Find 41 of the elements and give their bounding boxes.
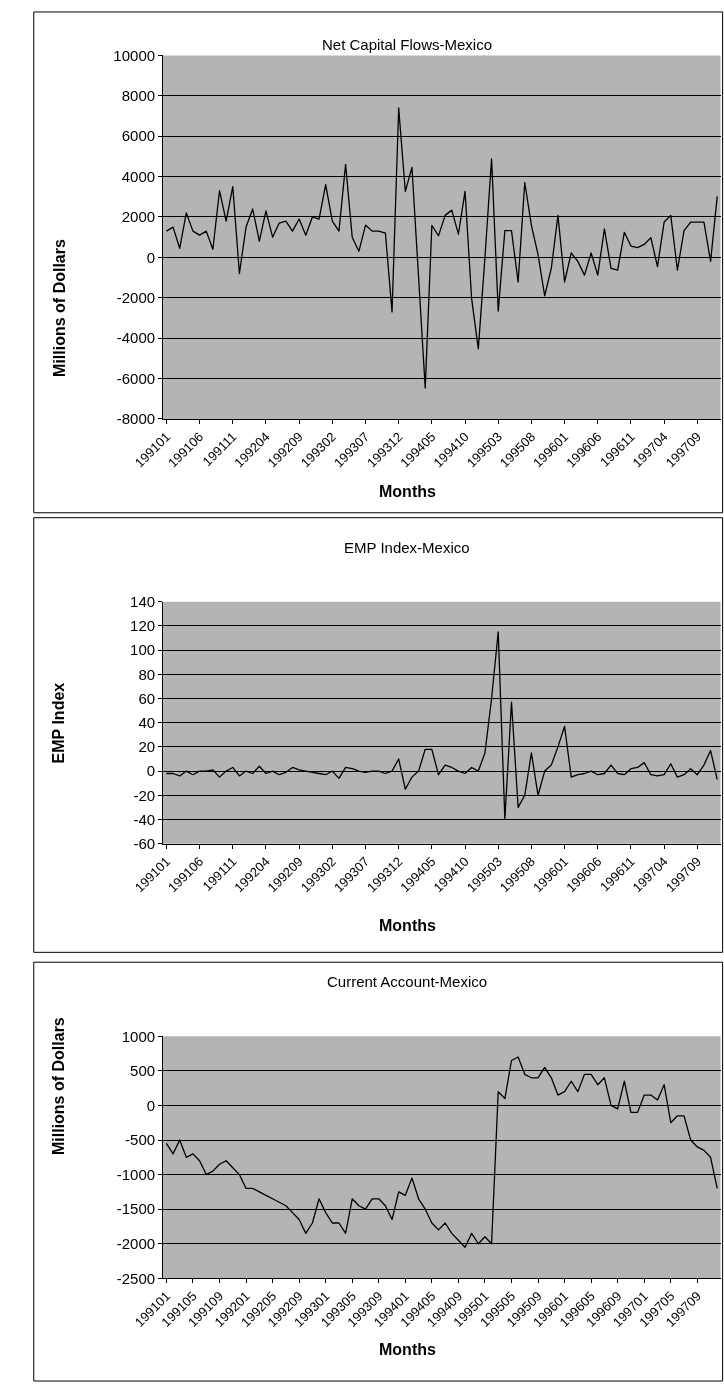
chart-title: Current Account-Mexico — [327, 973, 488, 990]
y-tick-label: 500 — [130, 1062, 156, 1080]
x-axis-title: Months — [379, 483, 436, 500]
y-tick-label: 0 — [146, 762, 156, 780]
y-axis-title: Millions of Dollars — [50, 1017, 68, 1156]
y-tick-label: 4000 — [121, 167, 156, 185]
y-tick-label: -8000 — [116, 410, 156, 428]
y-tick-label: 10000 — [113, 46, 156, 64]
y-tick-label: -1000 — [116, 1165, 156, 1183]
y-tick-label: 140 — [130, 592, 156, 610]
y-tick-label: 20 — [138, 738, 156, 756]
y-tick-label: 40 — [138, 713, 156, 731]
y-tick-label: 60 — [138, 689, 156, 707]
chart-title: Net Capital Flows-Mexico — [322, 36, 493, 53]
y-tick-label: -40 — [133, 810, 156, 828]
y-tick-label: 8000 — [121, 87, 156, 105]
y-tick-label: 6000 — [121, 127, 156, 145]
y-tick-label: -60 — [133, 834, 156, 852]
y-tick-label: -2000 — [116, 1234, 156, 1252]
y-tick-label: -4000 — [116, 329, 156, 347]
y-tick-label: 2000 — [121, 208, 156, 226]
line-series — [165, 107, 718, 389]
y-tick-label: -20 — [133, 786, 156, 804]
y-tick-label: 120 — [130, 617, 156, 635]
y-axis-title: Millions of Dollars — [50, 239, 68, 377]
y-tick-label: -2000 — [116, 289, 156, 307]
x-axis-title: Months — [379, 917, 436, 934]
y-tick-label: 100 — [130, 641, 156, 659]
y-tick-label: -2500 — [116, 1269, 156, 1287]
y-tick-label: 0 — [146, 248, 156, 266]
chart-title: EMP Index-Mexico — [344, 539, 470, 556]
y-tick-label: -500 — [125, 1131, 156, 1149]
y-tick-label: 80 — [138, 665, 156, 683]
y-axis-title: EMP Index — [50, 682, 68, 764]
line-series — [165, 631, 718, 821]
line-series — [165, 1056, 718, 1248]
y-tick-label: -1500 — [116, 1200, 156, 1218]
x-axis-title: Months — [379, 1341, 436, 1358]
y-tick-label: 0 — [146, 1096, 156, 1114]
y-tick-label: 1000 — [121, 1027, 156, 1045]
y-tick-label: -6000 — [116, 369, 156, 387]
